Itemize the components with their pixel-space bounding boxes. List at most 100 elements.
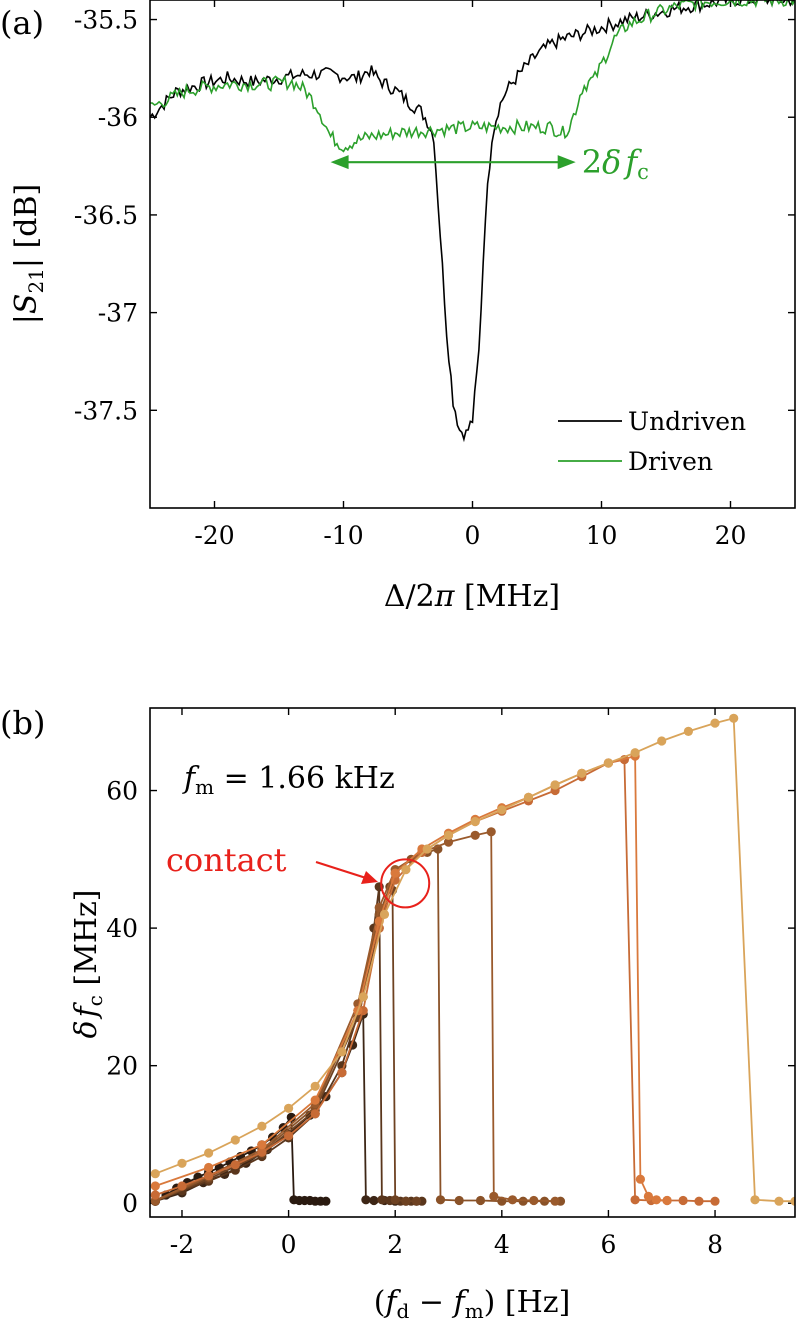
sweep-7-point bbox=[694, 1196, 704, 1206]
panel-a-ylabel: |S21| [dB] bbox=[9, 184, 48, 324]
contact-label: contact bbox=[166, 841, 287, 879]
sweep-9-point bbox=[577, 768, 587, 778]
sweep-9-point bbox=[204, 1148, 214, 1158]
sweep-8-point bbox=[390, 868, 400, 878]
contact-arrowhead bbox=[361, 871, 378, 884]
panel-a-ytick-label: -36 bbox=[98, 103, 138, 132]
sweep-9-point bbox=[603, 758, 614, 768]
sweep-9-point bbox=[729, 713, 739, 723]
panel-b-plot-area bbox=[150, 713, 795, 1206]
sweep-9-point bbox=[401, 865, 411, 875]
panel-b-ytick-label: 0 bbox=[122, 1189, 138, 1218]
sweep-5-point bbox=[475, 1195, 486, 1206]
contact-annotation: contact bbox=[166, 841, 431, 909]
sweep-6-point bbox=[529, 1195, 539, 1206]
panel-b-axes-frame bbox=[149, 707, 796, 1218]
sweep-8-point bbox=[150, 1181, 160, 1191]
panel-b-ytick-label: 20 bbox=[106, 1052, 138, 1081]
panel-a-xtick-label: -20 bbox=[194, 521, 234, 550]
sweep-8-point bbox=[257, 1140, 267, 1150]
sweep-7-point bbox=[230, 1160, 240, 1170]
panel-b-xtick-label: 0 bbox=[281, 1230, 297, 1259]
panel-a-ticks: -20 -10 0 10 20 -37.5 -37 -36.5 -36 -35.5 bbox=[74, 0, 795, 550]
sweep-8-point bbox=[635, 1174, 646, 1184]
linewidth-label: 2δ fc bbox=[582, 143, 649, 184]
linewidth-annotation: 2δ fc bbox=[330, 143, 649, 184]
sweep-9-point bbox=[177, 1158, 187, 1168]
panel-b-xtick-label: 6 bbox=[600, 1230, 616, 1259]
sweep-9-point bbox=[750, 1195, 760, 1205]
panel-a-xtick-label: 0 bbox=[465, 521, 481, 550]
sweep-9-point bbox=[443, 830, 454, 840]
panel-a: (a) -20 -10 0 10 20 -37.5 -37 -36.5 -36 -35.5 Δ/2… bbox=[0, 0, 796, 614]
sweep-9-point bbox=[358, 992, 368, 1002]
legend-undriven-label: Undriven bbox=[628, 407, 746, 436]
contact-arrow bbox=[315, 860, 367, 880]
sweep-9-point bbox=[497, 805, 507, 815]
panel-a-xtick-label: 20 bbox=[715, 521, 747, 550]
sweep-5-point bbox=[435, 1195, 446, 1205]
panel-a-ytick-label: -37 bbox=[98, 299, 138, 328]
sweep-5-point bbox=[518, 1196, 528, 1206]
sweep-9-point bbox=[683, 726, 694, 737]
sweep-7-point bbox=[310, 1109, 320, 1119]
panel-a-axes-frame bbox=[149, 0, 796, 509]
sweep-7-line bbox=[155, 758, 715, 1203]
sweep-6-point bbox=[443, 837, 454, 847]
panel-a-plot-area bbox=[150, 0, 795, 443]
panel-a-label: (a) bbox=[0, 4, 44, 42]
sweep-9-point bbox=[550, 780, 560, 790]
sweep-8-point bbox=[204, 1162, 214, 1173]
sweep-1-point bbox=[321, 1196, 331, 1206]
sweep-9-point bbox=[422, 844, 432, 854]
sweep-4-point bbox=[411, 1196, 422, 1206]
sweep-7-point bbox=[678, 1195, 688, 1206]
sweep-7-point bbox=[630, 1195, 640, 1205]
series-undriven-line bbox=[150, 0, 795, 443]
sweep-6-point bbox=[374, 902, 384, 913]
panel-b-xtick-label: -2 bbox=[170, 1230, 194, 1259]
legend-driven-label: Driven bbox=[628, 447, 713, 476]
sweep-2-point bbox=[361, 1195, 371, 1205]
sweep-6-point bbox=[507, 1195, 518, 1205]
sweep-7-point bbox=[150, 1190, 160, 1200]
sweep-7-point bbox=[257, 1147, 267, 1157]
drive-frequency-label: fm = 1.66 kHz bbox=[182, 761, 395, 799]
panel-a-ytick-label: -35.5 bbox=[74, 6, 138, 35]
panel-b-xtick-label: 2 bbox=[387, 1230, 403, 1259]
sweep-9-point bbox=[150, 1169, 160, 1179]
sweep-9-point bbox=[790, 1196, 795, 1206]
sweep-8-point bbox=[662, 1195, 672, 1206]
panel-b-xlabel: (fd − fm) [Hz] bbox=[374, 1285, 571, 1323]
sweep-9-point bbox=[257, 1121, 267, 1131]
sweep-9-point bbox=[230, 1135, 240, 1145]
sweep-7-point bbox=[177, 1181, 187, 1191]
panel-a-ytick-label: -37.5 bbox=[74, 396, 138, 425]
sweep-6-point bbox=[550, 1196, 560, 1206]
sweep-6-point bbox=[470, 830, 480, 840]
sweep-7-point bbox=[710, 1196, 720, 1206]
sweep-5-point bbox=[454, 1195, 464, 1206]
linewidth-arrowhead-right bbox=[557, 155, 576, 170]
panel-a-xlabel: Δ/2π [MHz] bbox=[384, 579, 560, 614]
sweep-7-point bbox=[284, 1131, 294, 1141]
sweep-7-point bbox=[337, 1068, 347, 1078]
panel-b-label: (b) bbox=[0, 704, 45, 742]
sweep-9-point bbox=[523, 792, 534, 803]
sweep-9-point bbox=[470, 816, 480, 827]
panel-b-ytick-label: 60 bbox=[106, 777, 138, 806]
panel-b-ytick-label: 40 bbox=[106, 914, 138, 943]
panel-a-xtick-label: -10 bbox=[323, 521, 363, 550]
sweep-8-line bbox=[155, 754, 668, 1202]
contact-ellipse bbox=[380, 858, 431, 909]
sweep-9-point bbox=[630, 748, 640, 758]
sweep-4-point bbox=[390, 1195, 400, 1205]
sweep-9-point bbox=[284, 1103, 294, 1113]
sweep-7-point bbox=[204, 1171, 214, 1181]
panel-a-legend: Undriven Driven bbox=[558, 407, 746, 476]
sweep-6-point bbox=[489, 1191, 499, 1201]
sweep-9-point bbox=[774, 1196, 784, 1206]
sweep-3-point bbox=[377, 1195, 387, 1205]
sweep-6-point bbox=[486, 827, 496, 837]
